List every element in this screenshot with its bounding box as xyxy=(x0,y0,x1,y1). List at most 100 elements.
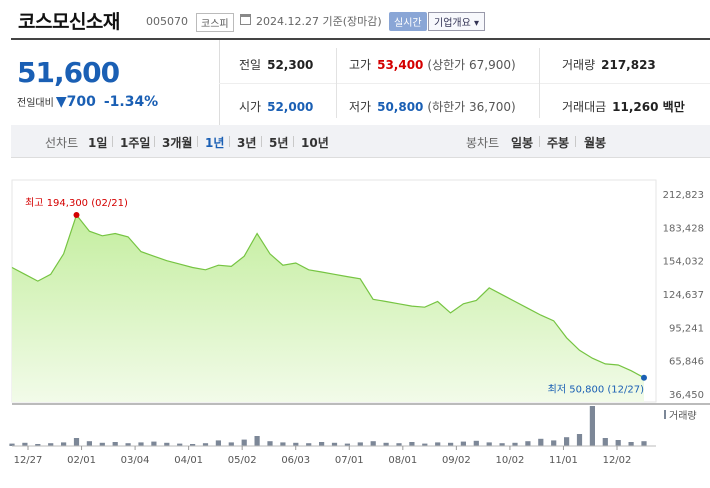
volume-bar xyxy=(215,440,221,446)
x-tick-label: 05/02 xyxy=(228,455,257,466)
period-10y[interactable]: 10년 xyxy=(301,136,329,150)
x-tick-label: 11/01 xyxy=(549,455,578,466)
volume-bar xyxy=(409,442,415,446)
volume-bar xyxy=(331,442,338,446)
x-tick-label: 12/27 xyxy=(14,455,43,466)
divider xyxy=(197,136,198,147)
calendar-icon xyxy=(240,14,251,25)
divider xyxy=(575,136,576,147)
period-3y[interactable]: 3년 xyxy=(237,136,257,150)
y-tick-label: 212,823 xyxy=(663,190,704,201)
volume-bar xyxy=(396,443,402,446)
x-tick-label: 09/02 xyxy=(442,455,471,466)
volume-bar xyxy=(280,442,286,446)
volume-bar xyxy=(602,438,608,446)
candle-monthly[interactable]: 월봉 xyxy=(584,136,607,150)
divider xyxy=(229,136,230,147)
divider xyxy=(261,136,262,147)
volume-bar xyxy=(357,442,363,446)
period-3m[interactable]: 3개월 xyxy=(162,136,193,150)
y-tick-label: 154,032 xyxy=(663,257,704,268)
period-1d[interactable]: 1일 xyxy=(88,136,108,150)
volume-bar xyxy=(641,441,647,446)
volume-bar xyxy=(576,434,583,446)
volume-legend: 거래량 xyxy=(669,410,697,422)
market-badge: 코스피 xyxy=(196,13,234,32)
volume-bar xyxy=(228,442,234,446)
stock-code: 005070 xyxy=(146,15,188,28)
volume-bar xyxy=(435,442,441,446)
col-divider xyxy=(539,48,540,118)
realtime-button[interactable]: 실시간 xyxy=(389,12,427,31)
x-tick-label: 07/01 xyxy=(335,455,364,466)
x-tick-label: 08/01 xyxy=(388,455,417,466)
divider xyxy=(112,136,113,147)
volume-bar xyxy=(22,442,28,446)
volume-bar xyxy=(190,444,196,446)
divider xyxy=(154,136,155,147)
price-line xyxy=(11,213,645,379)
y-tick-label: 95,241 xyxy=(669,323,704,334)
divider xyxy=(539,136,540,147)
down-triangle-icon: ▼ xyxy=(55,94,67,110)
candle-weekly[interactable]: 주봉 xyxy=(547,136,570,150)
row-divider xyxy=(219,83,710,84)
volume-bar xyxy=(293,442,299,446)
col-divider xyxy=(336,48,337,118)
low-point xyxy=(641,374,647,381)
volume-bar xyxy=(9,443,15,446)
volume-legend-icon xyxy=(664,410,666,419)
current-price: 51,600 xyxy=(17,56,120,89)
volume-bar xyxy=(344,443,350,446)
volume-bar xyxy=(525,441,531,446)
change-percent: -1.34% xyxy=(103,94,159,110)
prev-close: 전일 52,300 xyxy=(239,58,314,72)
period-1y[interactable]: 1년 xyxy=(205,136,225,150)
volume-bar xyxy=(473,440,479,446)
x-tick-label: 10/02 xyxy=(495,455,524,466)
volume-bar xyxy=(422,443,428,446)
company-info-button[interactable]: 기업개요 ▾ xyxy=(428,12,485,31)
divider xyxy=(293,136,294,147)
volume-bar xyxy=(319,442,325,446)
volume-bar xyxy=(202,443,209,446)
change-label: 전일대비 xyxy=(17,98,54,109)
volume-bar xyxy=(370,441,376,446)
high-point xyxy=(73,212,80,219)
volume-bar xyxy=(61,442,67,446)
stock-header: 코스모신소재 005070 코스피 2024.12.27 기준(장마감) 실시간… xyxy=(0,0,710,38)
x-tick-label: 12/02 xyxy=(603,455,632,466)
volume-bar xyxy=(254,436,260,446)
volume-bar xyxy=(306,443,312,446)
high-price: 고가 53,400 (상한가 67,900) xyxy=(349,58,516,72)
period-bar: 선차트 1일 1주일 3개월 1년 3년 5년 10년 봉차트 일봉 주봉 월봉 xyxy=(11,125,710,158)
volume-bar xyxy=(151,441,157,446)
volume-bar xyxy=(564,437,570,446)
x-tick-label: 03/04 xyxy=(121,455,150,466)
volume-bar xyxy=(267,441,273,446)
price-box: 51,600 전일대비 ▼700 -1.34% xyxy=(11,40,220,126)
high-label: 최고 194,300 (02/21) xyxy=(25,197,128,209)
period-5y[interactable]: 5년 xyxy=(269,136,289,150)
volume-bar xyxy=(512,442,518,446)
volume-bar xyxy=(538,438,544,446)
stock-name: 코스모신소재 xyxy=(18,11,120,33)
candle-chart-label: 봉차트 xyxy=(466,136,500,150)
open-price: 시가 52,000 xyxy=(239,100,314,114)
volume-bar xyxy=(48,443,54,446)
volume: 거래량 217,823 xyxy=(562,58,656,72)
volume-bar xyxy=(35,444,41,446)
x-tick-label: 04/01 xyxy=(174,455,203,466)
volume-bar xyxy=(486,442,492,446)
x-tick-label: 02/01 xyxy=(67,455,96,466)
line-chart-label: 선차트 xyxy=(45,136,79,150)
quote-panel: 51,600 전일대비 ▼700 -1.34% 전일 52,300 고가 53,400(… xyxy=(11,38,710,127)
volume-bar xyxy=(241,439,247,446)
volume-bar xyxy=(460,441,466,446)
volume-bar xyxy=(615,440,621,446)
period-1w[interactable]: 1주일 xyxy=(120,136,151,150)
candle-daily[interactable]: 일봉 xyxy=(511,136,534,150)
volume-bar xyxy=(448,442,454,446)
trade-amount: 거래대금 11,260 백만 xyxy=(562,100,685,114)
